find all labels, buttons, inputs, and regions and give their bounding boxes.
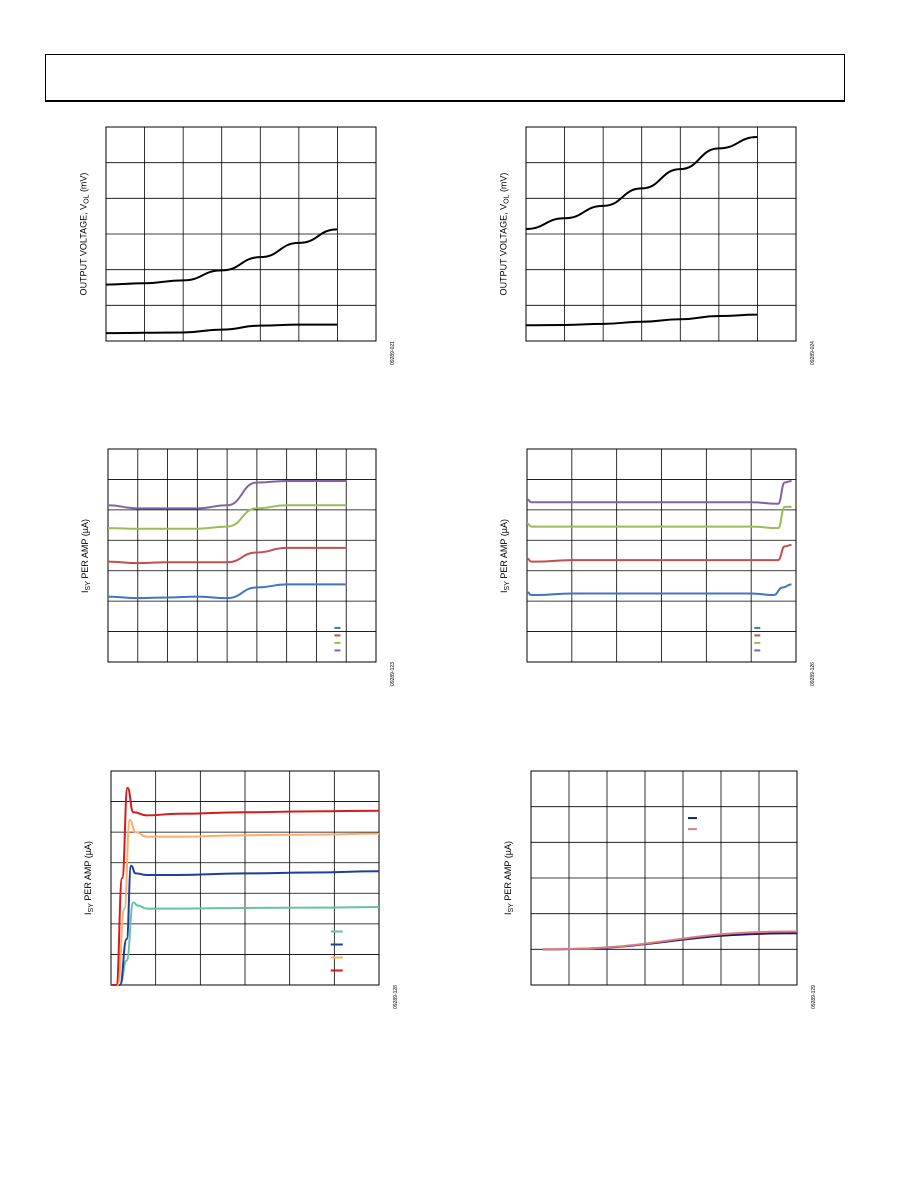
y-axis-label: OUTPUT VOLTAGE, VOL (mV) — [497, 172, 510, 296]
figure-id: 09289-128 — [392, 985, 399, 1009]
series-line-2 — [107, 546, 347, 565]
figure-id: 09289-123 — [389, 662, 396, 686]
chart-isy-temp-left — [68, 444, 396, 707]
series-line-2 — [542, 930, 798, 951]
y-axis-label: OUTPUT VOLTAGE, VOL (mV) — [77, 172, 90, 296]
chart-svg — [530, 770, 798, 986]
series-line-3 — [107, 504, 347, 530]
chart-svg — [526, 448, 797, 663]
series-line-4 — [110, 786, 380, 986]
page-header-box — [45, 54, 845, 102]
y-axis-label: ISY PER AMP (µA) — [79, 518, 92, 593]
series-line-3 — [526, 505, 792, 530]
series-line-1 — [105, 228, 338, 286]
figure-id: 09289-024 — [809, 341, 816, 365]
series-line-4 — [107, 479, 347, 510]
chart-output-voltage-right — [486, 122, 816, 386]
series-line-1 — [526, 583, 792, 597]
series-line-2 — [525, 313, 758, 327]
series-line-1 — [110, 901, 380, 986]
chart-isy-temp-right — [487, 444, 816, 707]
chart-isy-supply-left — [71, 766, 399, 1030]
figure-id: 09289-021 — [389, 341, 396, 365]
series-line-2 — [526, 543, 792, 563]
chart-isy-supply-right — [491, 766, 817, 1030]
chart-output-voltage-left — [66, 122, 396, 386]
series-line-2 — [110, 864, 380, 986]
figure-id: 09289-126 — [809, 662, 816, 686]
series-line-4 — [526, 479, 792, 505]
figure-id: 09289-129 — [810, 985, 817, 1009]
chart-svg — [105, 126, 377, 342]
series-line-1 — [525, 135, 758, 231]
chart-svg — [107, 448, 377, 663]
chart-svg — [525, 126, 797, 342]
plot-frame — [107, 448, 377, 663]
series-line-1 — [107, 583, 347, 600]
y-axis-label: ISY PER AMP (µA) — [498, 518, 511, 593]
y-axis-label: ISY PER AMP (µA) — [82, 841, 95, 915]
series-line-2 — [105, 323, 338, 335]
chart-svg — [110, 770, 380, 986]
y-axis-label: ISY PER AMP (µA) — [502, 841, 515, 915]
series-line-3 — [110, 818, 380, 986]
